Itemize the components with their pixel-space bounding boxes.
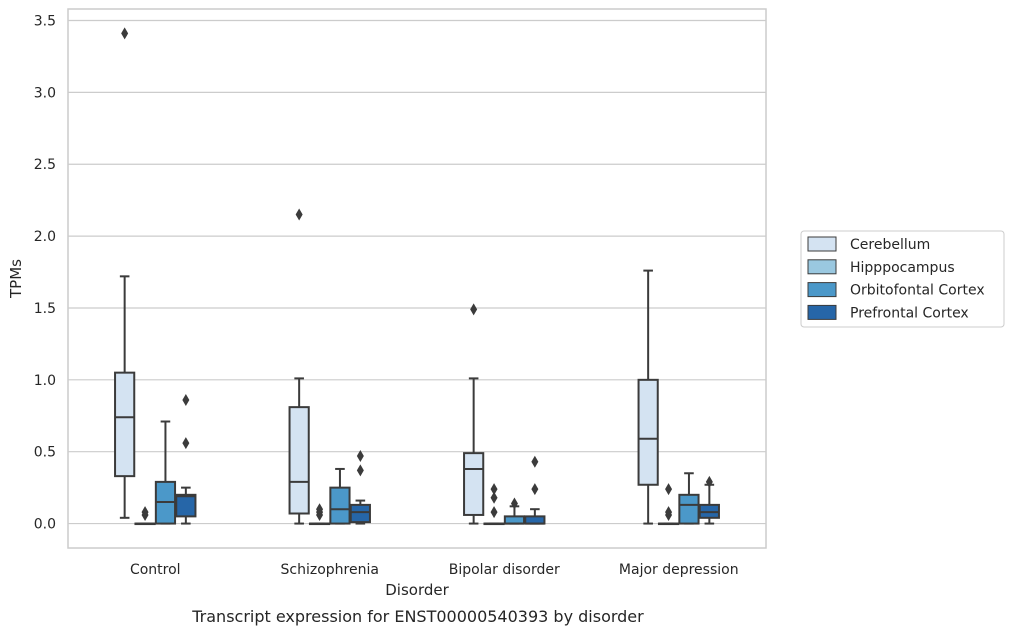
y-tick-label: 1.0 [34, 373, 56, 389]
grid-lines [68, 19, 766, 525]
y-tick-label: 1.5 [34, 301, 56, 317]
outlier-point [531, 455, 539, 468]
box-body [349, 503, 371, 524]
x-tick-label: Schizophrenia [281, 562, 379, 578]
box-body [463, 452, 485, 516]
box-2-1 [329, 467, 351, 525]
box-0-3 [637, 269, 659, 525]
box-body [637, 378, 659, 486]
y-tick-label: 3.0 [34, 85, 56, 101]
legend-label: Orbitofontal Cortex [850, 283, 985, 299]
legend-label: Prefrontal Cortex [850, 305, 969, 321]
y-tick-label: 2.0 [34, 229, 56, 245]
outlier-point [705, 475, 713, 488]
box-1-2 [483, 483, 505, 526]
x-tick-label: Control [130, 562, 181, 578]
box-1-0 [134, 506, 156, 526]
y-tick-label: 0.5 [34, 445, 56, 461]
box-body [329, 486, 351, 525]
y-axis-ticks: 0.0 0.5 1.0 1.5 2.0 2.5 3.0 3.5 [34, 13, 56, 532]
box-body [175, 493, 197, 518]
box-3-0 [175, 393, 197, 525]
outlier-point [531, 483, 539, 496]
box-body [503, 515, 526, 525]
box-0-1 [288, 208, 310, 525]
box-0-0 [114, 27, 136, 519]
outlier-point [665, 506, 673, 519]
legend-swatch [807, 236, 837, 252]
outlier-point [121, 27, 129, 40]
box-1-3 [657, 483, 680, 526]
outlier-point [510, 497, 518, 510]
box-3-2 [524, 455, 546, 525]
legend-swatch [807, 259, 837, 275]
box-0-2 [463, 303, 485, 525]
y-tick-label: 3.5 [34, 13, 56, 29]
box-body [678, 493, 700, 525]
plot-frame [67, 8, 767, 549]
legend-label: Cerebellum [850, 237, 930, 253]
outlier-point [490, 491, 498, 504]
legend-frame [800, 230, 1005, 328]
box-body [114, 371, 136, 478]
legend-swatch [807, 304, 837, 320]
box-3-1 [349, 450, 371, 525]
x-tick-label: Bipolar disorder [449, 562, 560, 578]
legend-label: Hipppocampus [850, 260, 955, 276]
y-tick-label: 2.5 [34, 157, 56, 173]
box-3-3 [698, 475, 720, 525]
box-2-0 [154, 420, 177, 525]
plot-area [114, 27, 720, 526]
outlier-point [141, 506, 149, 519]
outlier-point [356, 464, 364, 477]
x-axis-ticks: Control Schizophrenia Bipolar disorder Majo… [130, 562, 739, 578]
y-tick-label: 0.0 [34, 517, 56, 533]
outlier-point [490, 506, 498, 519]
outlier-point [295, 208, 303, 221]
x-axis-label: Disorder [385, 581, 449, 599]
x-tick-label: Major depression [619, 562, 739, 578]
legend: Cerebellum Hipppocampus Orbitofontal Corte… [800, 230, 1005, 328]
outlier-point [182, 393, 190, 406]
box-1-1 [308, 503, 331, 526]
outlier-point [470, 303, 478, 316]
box-body [288, 406, 310, 515]
y-axis-label: TPMs [7, 259, 25, 299]
box-body [524, 515, 546, 525]
box-2-2 [503, 497, 526, 525]
outlier-point [356, 450, 364, 463]
outlier-point [316, 503, 324, 516]
outlier-point [490, 483, 498, 496]
outlier-point [182, 437, 190, 450]
legend-swatch [807, 282, 837, 298]
chart-caption: Transcript expression for ENST0000054039… [191, 607, 644, 626]
box-2-3 [678, 472, 700, 525]
outlier-point [665, 483, 673, 496]
